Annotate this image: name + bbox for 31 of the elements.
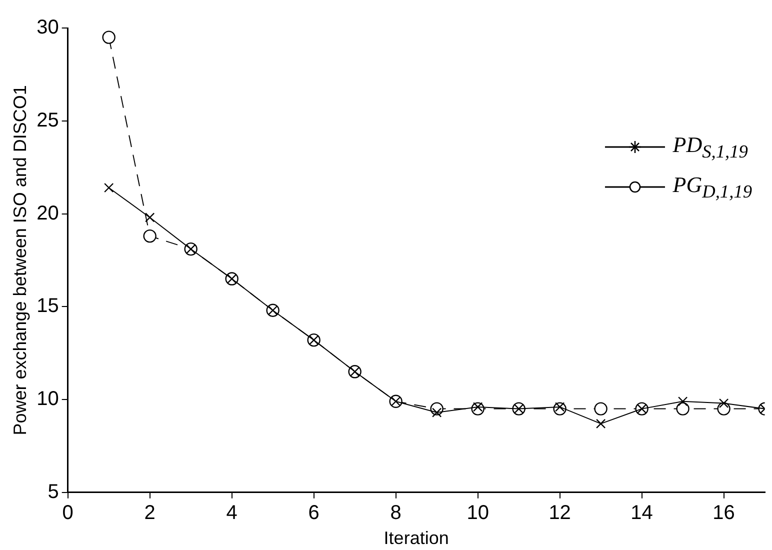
x-tick-label: 14 xyxy=(630,502,653,524)
legend-label: PG$_{D,1,19}$ xyxy=(672,172,752,202)
point xyxy=(596,418,606,429)
x-tick-label: 6 xyxy=(308,502,320,524)
x-tick-label: 12 xyxy=(548,502,571,524)
y-axis-title: Power exchange between ISO and DISCO1 xyxy=(10,85,30,436)
x-tick-label: 0 xyxy=(62,502,74,524)
y-tick-label: 10 xyxy=(36,388,59,410)
point xyxy=(104,182,114,193)
y-tick-label: 15 xyxy=(36,295,59,318)
x-tick-label: 2 xyxy=(144,502,156,524)
point xyxy=(432,408,442,418)
point xyxy=(472,402,483,412)
point xyxy=(143,229,156,243)
point xyxy=(554,402,565,412)
x-tick-label: 10 xyxy=(466,502,489,524)
y-tick-label: 30 xyxy=(36,16,59,39)
x-axis-title: Iteration xyxy=(384,528,449,548)
point xyxy=(145,212,155,222)
point xyxy=(676,402,690,416)
y-tick-label: 25 xyxy=(36,109,59,132)
point xyxy=(718,398,729,408)
legend-label: PD$_{S,1,19}$ xyxy=(672,132,748,162)
x-tick-label: 8 xyxy=(390,502,402,524)
point xyxy=(594,402,608,416)
point xyxy=(678,396,688,406)
point xyxy=(102,30,116,44)
x-tick-label: 4 xyxy=(226,502,238,524)
y-tick-label: 20 xyxy=(36,202,59,224)
y-tick-label: 5 xyxy=(48,480,59,503)
x-tick-label: 16 xyxy=(712,502,735,524)
